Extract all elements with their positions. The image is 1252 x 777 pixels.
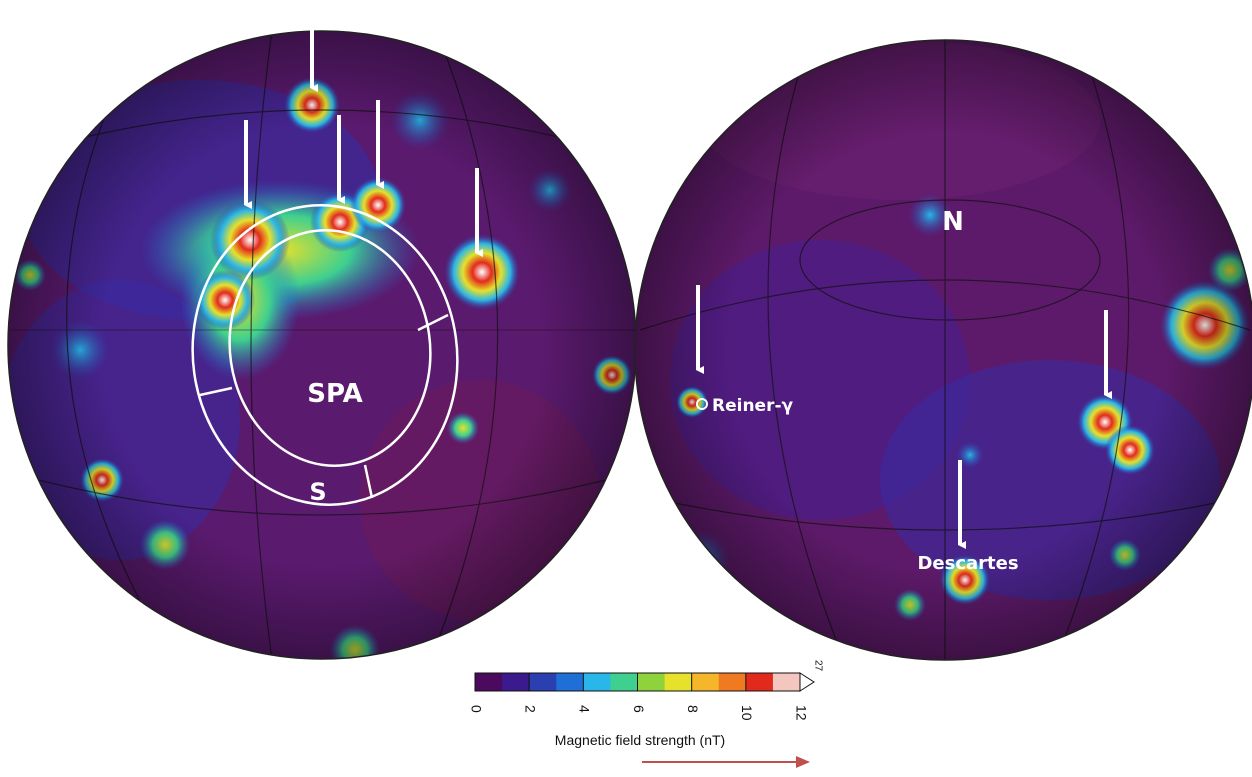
colorbar-tick-label: 8 [685,705,701,713]
colorbar-segment [529,673,557,691]
figure: SPA S N Reiner-γ Descartes 0 2 4 6 8 10 12 27 M… [0,0,1252,772]
colorbar-tick-label: 6 [631,705,647,713]
site-label: Descartes [917,553,1018,574]
colorbar-tick-label: 10 [739,705,755,721]
colorbar-segment [665,673,693,691]
page: {"map": {"labels": {"spa": "SPA", "s": "… [0,0,1252,772]
colorbar-segment [475,673,503,691]
colorbar-tick-label: 12 [793,705,809,721]
colorbar-segment [773,673,801,691]
region-label: N [942,207,964,237]
colorbar-tick-label: 4 [577,705,593,713]
colorbar-segment [610,673,638,691]
colorbar-tick-label: 2 [522,705,538,713]
colorbar-segment [638,673,666,691]
colorbar-segment [583,673,611,691]
colorbar-segment [746,673,774,691]
colorbar-segment [692,673,720,691]
region-label: S [309,478,326,506]
region-label: SPA [307,379,363,409]
colorbar-segment [556,673,584,691]
colorbar-segment [502,673,530,691]
colorbar-title: Magnetic field strength (nT) [555,732,725,748]
site-label: Reiner-γ [712,396,794,416]
colorbar-max-label: 27 [812,660,823,672]
colorbar-segment [719,673,747,691]
colorbar-tick-label: 0 [468,705,484,713]
